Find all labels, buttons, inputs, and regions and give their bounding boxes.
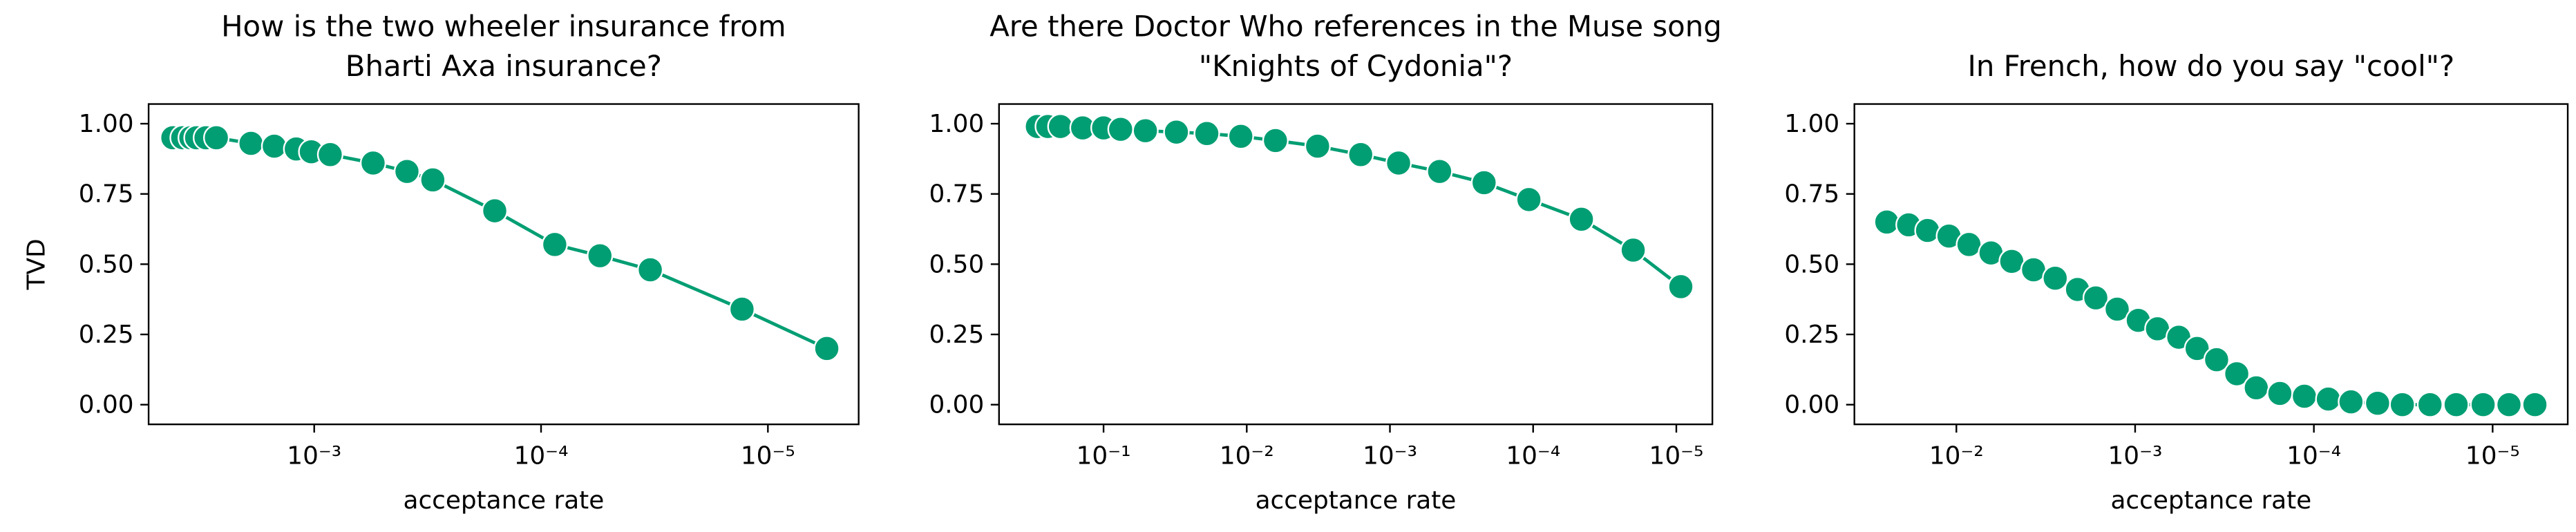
point <box>1385 149 1412 177</box>
x-tick-label: 10⁻⁴ <box>2286 442 2341 471</box>
point <box>2470 391 2497 418</box>
point <box>1107 116 1134 143</box>
point <box>1873 209 1900 236</box>
y-tick-label: 0.75 <box>1784 180 1839 209</box>
y-tick-label: 0.50 <box>1784 250 1839 278</box>
point <box>2364 390 2392 417</box>
y-tick-label: 1.00 <box>1784 110 1839 138</box>
point <box>1470 169 1497 196</box>
plot-frame <box>1853 103 2569 426</box>
point <box>1132 117 1159 144</box>
x-tick-label: 10⁻¹ <box>1077 442 1131 471</box>
point <box>2103 296 2131 323</box>
y-tick-label: 0.25 <box>79 321 134 349</box>
point <box>359 149 387 177</box>
x-tick-label: 10⁻⁵ <box>1649 442 1704 471</box>
chart-title: "Knights of Cydonia"? <box>1199 49 1513 83</box>
point <box>541 231 568 258</box>
series-line <box>173 135 828 350</box>
point <box>2521 391 2548 418</box>
point <box>728 296 756 323</box>
x-tick-label: 10⁻³ <box>1363 442 1417 471</box>
point <box>316 141 344 168</box>
x-tick-label: 10⁻² <box>1220 442 1274 471</box>
point <box>587 243 614 269</box>
x-tick-label: 10⁻² <box>1929 442 1984 471</box>
point <box>2443 391 2470 418</box>
chart-title: Are there Doctor Who references in the M… <box>989 10 1722 44</box>
point <box>813 335 840 362</box>
point <box>636 256 664 283</box>
point <box>2184 335 2210 362</box>
x-tick-label: 10⁻⁴ <box>1506 442 1560 471</box>
point <box>1262 127 1289 154</box>
point <box>2042 265 2069 292</box>
y-tick-label: 0.75 <box>79 180 134 209</box>
y-tick-label: 0.50 <box>79 250 134 278</box>
point <box>481 197 509 225</box>
point <box>2315 386 2342 412</box>
point <box>1568 206 1595 233</box>
point <box>2389 391 2416 418</box>
point <box>1515 186 1542 213</box>
point <box>1426 158 1453 185</box>
y-tick-label: 0.25 <box>1784 321 1839 349</box>
point <box>2266 380 2293 407</box>
point <box>261 133 288 160</box>
point <box>1620 236 1647 264</box>
point <box>2203 346 2231 373</box>
x-tick-label: 10⁻³ <box>287 442 341 471</box>
x-axis-label: acceptance rate <box>1256 486 1457 515</box>
point <box>2243 374 2270 401</box>
point <box>2223 360 2251 388</box>
y-tick-label: 0.50 <box>929 250 985 278</box>
point <box>419 167 446 193</box>
point <box>1955 231 1982 258</box>
point <box>1667 273 1694 301</box>
point <box>238 130 265 157</box>
point <box>202 124 230 151</box>
point <box>1047 113 1074 140</box>
point <box>1304 133 1331 160</box>
y-tick-label: 0.00 <box>79 391 134 419</box>
x-tick-label: 10⁻⁵ <box>2465 442 2520 471</box>
chart-title: How is the two wheeler insurance from <box>221 10 786 44</box>
point <box>2338 388 2365 415</box>
point <box>1163 119 1190 146</box>
point <box>1193 120 1220 147</box>
point <box>1227 123 1254 150</box>
y-tick-label: 0.00 <box>1784 391 1839 419</box>
point <box>2495 391 2523 418</box>
y-tick-label: 0.75 <box>929 180 985 209</box>
y-axis-label: TVD <box>23 238 51 290</box>
x-axis-label: acceptance rate <box>403 486 604 515</box>
y-tick-label: 1.00 <box>79 110 134 138</box>
point <box>2416 391 2443 418</box>
x-tick-label: 10⁻⁵ <box>741 442 795 471</box>
point <box>393 158 421 185</box>
chart-title: Bharti Axa insurance? <box>345 49 662 83</box>
point <box>2291 383 2318 410</box>
point <box>2082 285 2110 312</box>
y-tick-label: 0.00 <box>929 391 985 419</box>
x-tick-label: 10⁻⁴ <box>514 442 569 471</box>
y-tick-label: 1.00 <box>929 110 985 138</box>
y-tick-label: 0.25 <box>929 321 985 349</box>
chart-title: In French, how do you say "cool"? <box>1968 49 2455 83</box>
x-axis-label: acceptance rate <box>2110 486 2311 515</box>
x-tick-label: 10⁻³ <box>2108 442 2163 471</box>
point <box>1347 141 1374 168</box>
